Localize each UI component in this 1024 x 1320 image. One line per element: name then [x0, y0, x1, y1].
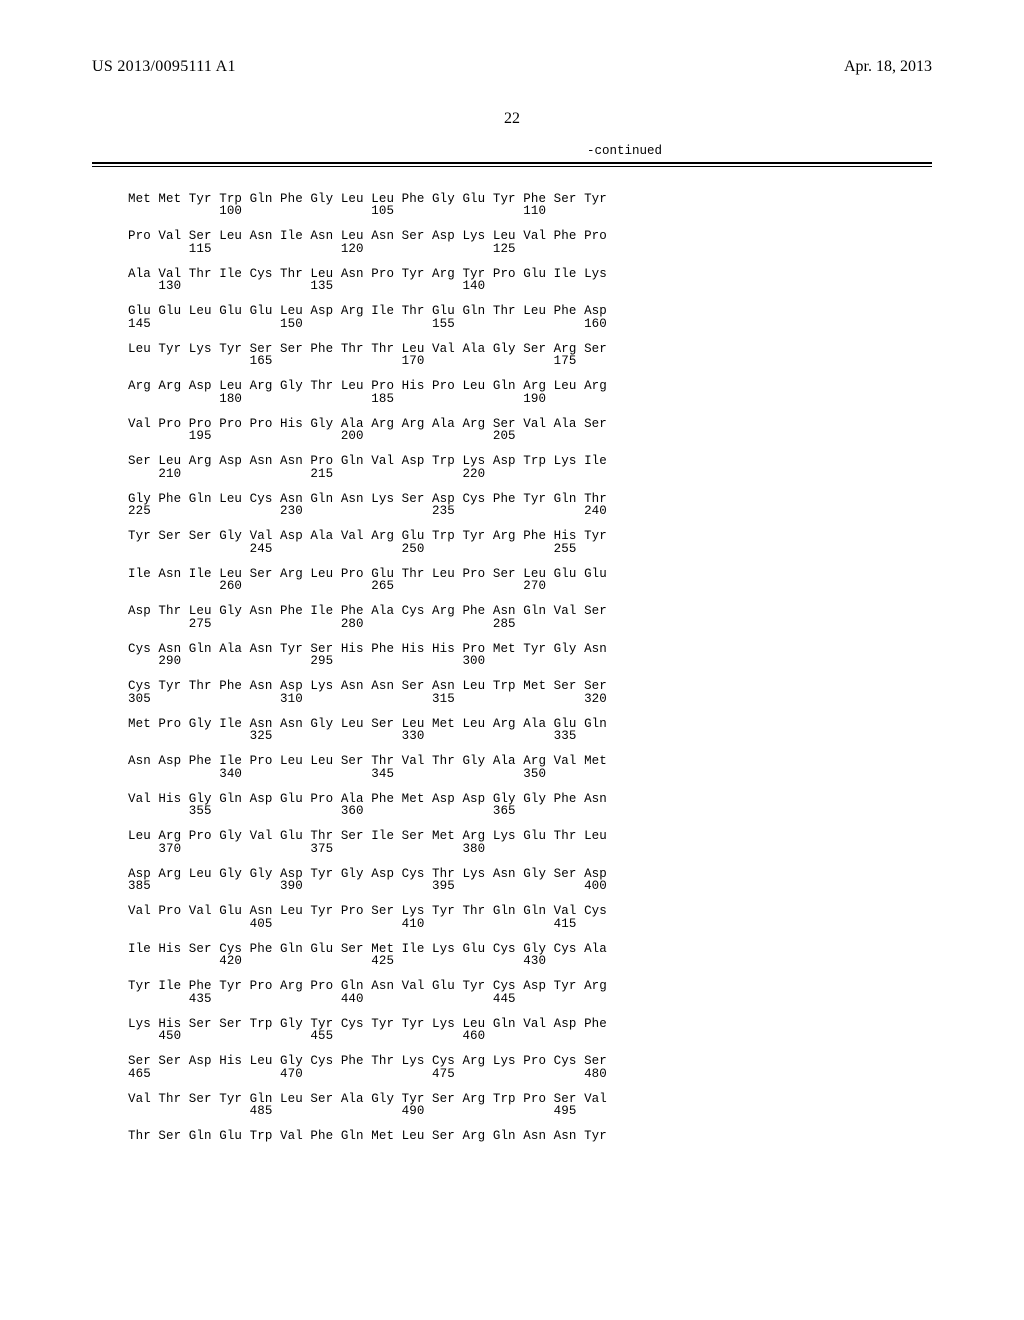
page: US 2013/0095111 A1 Apr. 18, 2013 22 -con… — [0, 0, 1024, 1320]
thick-rule — [92, 162, 932, 164]
publication-date: Apr. 18, 2013 — [844, 58, 932, 76]
sequence-listing: Met Met Tyr Trp Gln Phe Gly Leu Leu Phe … — [128, 193, 607, 1143]
continued-label: -continued — [92, 144, 932, 158]
thin-rule — [92, 166, 932, 167]
continued-block: -continued — [92, 144, 932, 167]
publication-number: US 2013/0095111 A1 — [92, 58, 236, 76]
page-number: 22 — [0, 110, 1024, 128]
